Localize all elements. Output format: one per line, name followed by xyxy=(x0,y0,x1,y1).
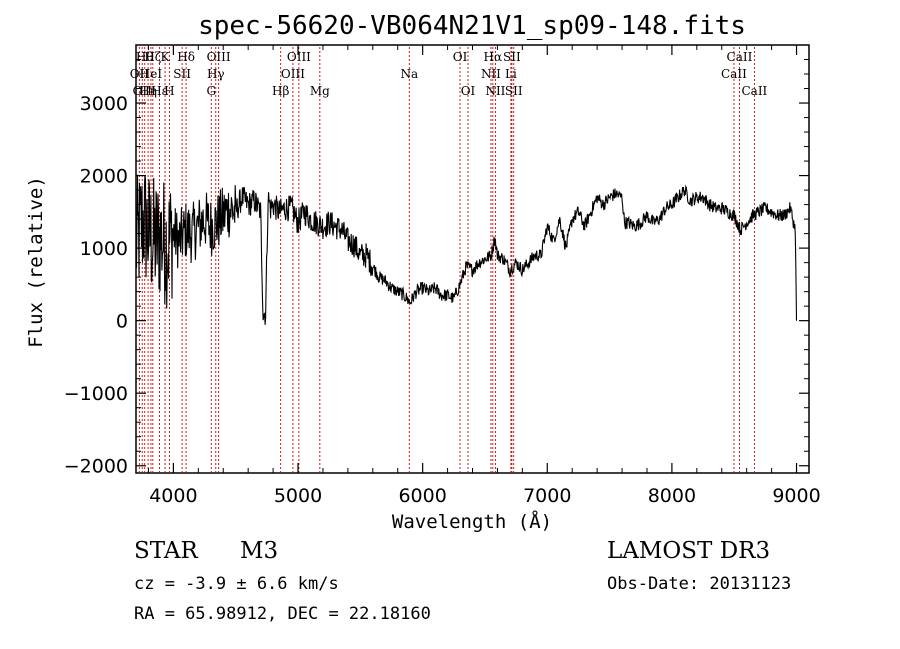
spectral-line-label-25: SII xyxy=(503,50,521,64)
spectral-line-label-5: Hζ xyxy=(144,50,161,64)
spectral-line-label-4: HeI xyxy=(140,67,163,81)
flux-series-line xyxy=(135,174,798,325)
spectral-line-label-21: NII xyxy=(481,67,501,81)
spectral-line-markers xyxy=(138,47,755,472)
spectral-line-label-2: Hθ xyxy=(136,50,154,64)
spectral-line-label-19: OI xyxy=(453,50,468,64)
spectral-line-label-14: Hβ xyxy=(272,84,289,98)
spectral-line-labels: OIIOIIHθHηHeIHζHεKHSIIHδGHγOIIIHβOIIIOII… xyxy=(130,50,768,98)
spectral-line-label-15: OIII xyxy=(281,67,305,81)
y-tick-label-4: 2000 xyxy=(80,166,128,188)
spectral-line-label-7: K xyxy=(161,50,171,64)
y-tick-labels: −2000 −1000 0 1000 2000 3000 xyxy=(64,93,128,478)
spectral-line-label-29: CaII xyxy=(741,84,767,98)
spectral-line-label-3: Hη xyxy=(139,84,157,98)
spectral-line-label-26: SII xyxy=(505,84,523,98)
chart-title: spec-56620-VB064N21V1_sp09-148.fits xyxy=(198,11,746,41)
spectral-line-label-11: G xyxy=(206,84,216,98)
y-tick-label-3: 1000 xyxy=(80,238,128,260)
spectral-line-label-9: SII xyxy=(173,67,191,81)
spectral-line-label-10: Hδ xyxy=(177,50,195,64)
object-type: STAR xyxy=(134,538,198,564)
x-tick-label-3: 7000 xyxy=(523,485,571,507)
spectral-line-label-23: NII xyxy=(485,84,505,98)
spectral-line-label-20: OI xyxy=(461,84,476,98)
coordinates-text: RA = 65.98912, DEC = 22.18160 xyxy=(134,604,431,624)
x-axis-label: Wavelength (Å) xyxy=(392,510,552,533)
x-tick-label-4: 8000 xyxy=(648,485,696,507)
spectral-line-label-24: Li xyxy=(505,67,517,81)
survey-name: LAMOST DR3 xyxy=(607,538,771,564)
y-tick-label-1: −1000 xyxy=(64,383,128,405)
obs-date-text: Obs-Date: 20131123 xyxy=(607,574,792,594)
x-tick-label-5: 9000 xyxy=(772,485,820,507)
spectral-line-label-13: OIII xyxy=(207,50,231,64)
axis-ticks xyxy=(136,45,809,473)
spectral-line-label-8: H xyxy=(164,84,174,98)
redshift-text: cz = -3.9 ± 6.6 km/s xyxy=(134,574,339,594)
object-subclass: M3 xyxy=(240,538,279,564)
spectral-line-label-1: OII xyxy=(133,84,153,98)
y-tick-label-5: 3000 xyxy=(80,93,128,115)
x-tick-label-2: 6000 xyxy=(398,485,446,507)
spectral-line-label-12: Hγ xyxy=(207,67,225,81)
spectral-line-label-16: OIII xyxy=(287,50,311,64)
spectral-line-label-22: Hα xyxy=(484,50,503,64)
plot-frame xyxy=(135,44,810,474)
spectral-line-label-17: Mg xyxy=(310,84,330,98)
x-tick-label-0: 4000 xyxy=(149,485,197,507)
spectral-line-label-6: Hε xyxy=(151,84,168,98)
spectral-line-label-18: Na xyxy=(400,67,418,81)
y-tick-label-2: 0 xyxy=(116,311,128,333)
y-tick-label-0: −2000 xyxy=(64,456,128,478)
x-tick-labels: 4000 5000 6000 7000 8000 9000 xyxy=(149,485,821,507)
x-tick-label-1: 5000 xyxy=(274,485,322,507)
spectral-line-label-27: CaII xyxy=(721,67,747,81)
y-axis-label: Flux (relative) xyxy=(25,176,47,348)
spectral-line-label-28: CaII xyxy=(727,50,753,64)
